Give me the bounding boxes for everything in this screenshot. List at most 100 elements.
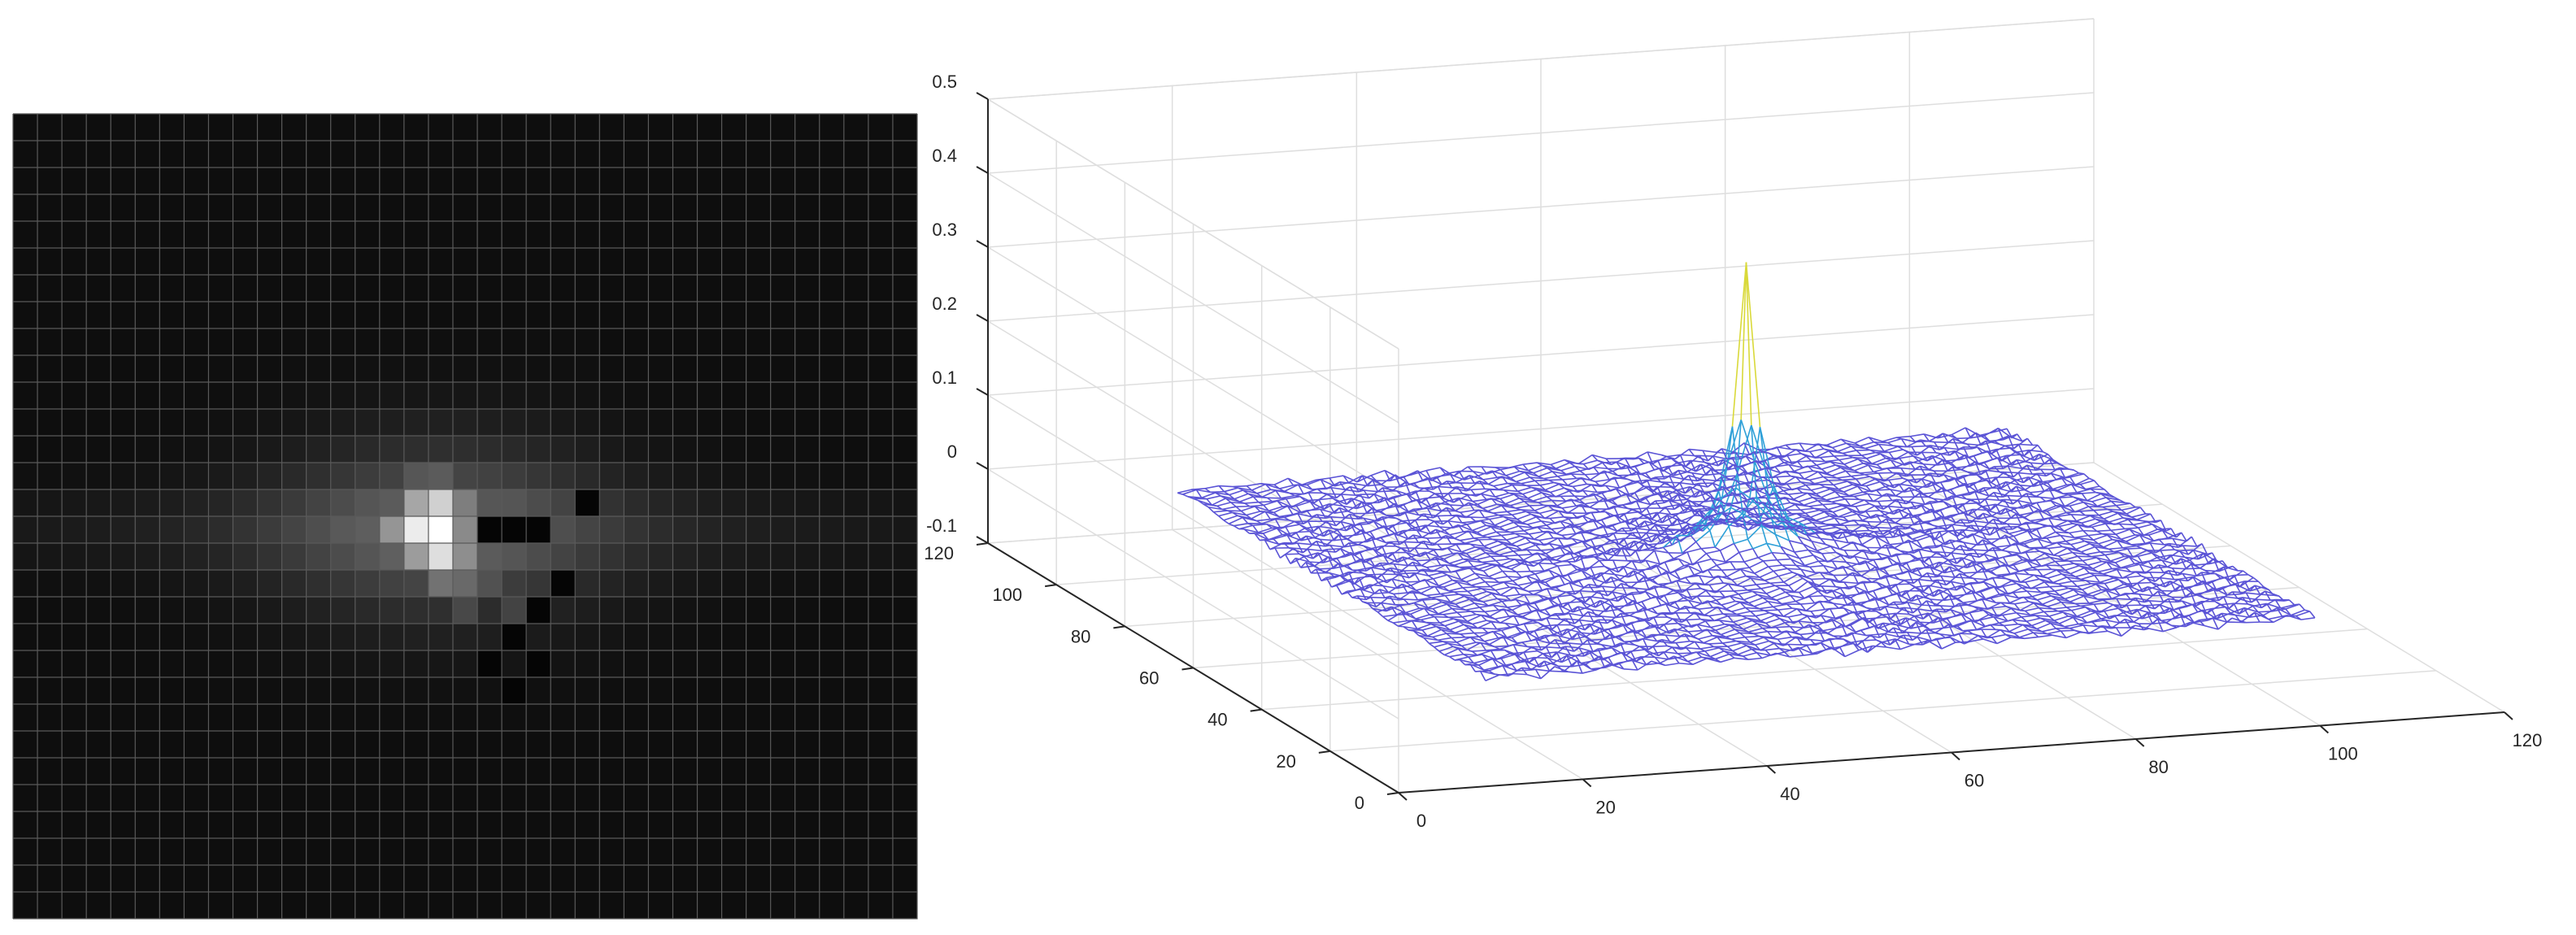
mesh-line <box>2014 601 2029 605</box>
mesh-line <box>1885 575 1900 581</box>
heatmap-cell <box>135 811 160 839</box>
heatmap-cell <box>13 811 38 839</box>
heatmap-cell <box>843 114 869 141</box>
heatmap-cell <box>379 597 405 624</box>
mesh-line <box>2147 585 2162 592</box>
heatmap-cell <box>526 892 551 920</box>
mesh-line <box>1665 571 1681 581</box>
mesh-line <box>1955 641 1969 643</box>
mesh-line <box>1277 528 1291 537</box>
mesh-line <box>2184 556 2199 560</box>
heatmap-cell <box>208 141 233 168</box>
mesh-line <box>1581 601 1596 608</box>
heatmap-cell <box>86 355 111 383</box>
mesh-line <box>1766 542 1781 548</box>
mesh-line <box>1787 515 1803 522</box>
heatmap-cell <box>697 302 723 329</box>
heatmap-cell <box>843 892 869 920</box>
heatmap-cell <box>502 114 527 141</box>
heatmap-cell <box>794 382 820 410</box>
mesh-line <box>1952 620 1967 628</box>
heatmap-cell <box>62 650 87 678</box>
heatmap-cell <box>233 892 259 920</box>
heatmap-cell <box>208 328 233 356</box>
mesh-line <box>1689 448 1704 452</box>
heatmap-cell <box>208 677 233 705</box>
heatmap-dark-cell <box>550 570 576 598</box>
mesh-line <box>1823 476 1838 479</box>
heatmap-cell <box>721 436 747 463</box>
mesh-line <box>1793 581 1808 593</box>
heatmap-cell <box>159 221 185 249</box>
heatmap-dark-cell <box>502 677 527 705</box>
heatmap-cell <box>819 302 845 329</box>
mesh-line <box>2064 623 2079 628</box>
mesh-line <box>2087 560 2102 566</box>
heatmap-cell <box>184 302 209 329</box>
mesh-line <box>1569 582 1584 589</box>
mesh-line <box>1536 609 1551 617</box>
heatmap-cell <box>868 382 894 410</box>
heatmap-cell <box>403 248 429 276</box>
heatmap-dark-cell <box>575 489 600 517</box>
heatmap-cell <box>672 785 698 812</box>
heatmap-cell <box>13 704 38 732</box>
heatmap-cell <box>428 302 454 329</box>
heatmap-cell <box>257 758 283 785</box>
heatmap-cell <box>37 597 63 624</box>
mesh-line <box>1840 438 1856 444</box>
heatmap-cell <box>550 785 576 812</box>
heatmap-cell <box>746 194 772 222</box>
heatmap-cell <box>184 221 209 249</box>
mesh-line <box>1776 625 1791 628</box>
heatmap-cell <box>306 489 332 517</box>
mesh-line <box>1577 454 1593 465</box>
mesh-line <box>1472 650 1486 652</box>
heatmap-cell <box>550 677 576 705</box>
mesh-line <box>2295 611 2310 617</box>
heatmap-cell <box>86 624 111 651</box>
heatmap-cell <box>575 650 600 678</box>
mesh-line <box>1799 632 1815 636</box>
mesh-line <box>2115 528 2130 536</box>
mesh-line <box>1843 581 1858 585</box>
heatmap-cell <box>86 489 111 517</box>
mesh-line <box>1845 470 1860 474</box>
heatmap-cell <box>135 516 160 544</box>
mesh-line <box>1503 515 1517 520</box>
heatmap-cell <box>770 194 796 222</box>
heatmap-cell <box>477 704 503 732</box>
mesh-line <box>1821 517 1835 524</box>
heatmap-cell <box>672 811 698 839</box>
mesh-line <box>1480 576 1495 580</box>
heatmap-cell <box>770 275 796 302</box>
mesh-line <box>1208 507 1214 513</box>
mesh-line <box>1466 548 1481 554</box>
mesh-line <box>1952 495 1967 500</box>
heatmap-cell <box>624 516 649 544</box>
heatmap-cell <box>355 489 381 517</box>
heatmap-cell <box>794 141 820 168</box>
heatmap-cell <box>184 865 209 893</box>
mesh-line <box>2133 521 2147 526</box>
heatmap-cell <box>111 677 136 705</box>
mesh-line <box>2003 582 2017 588</box>
heatmap-cell <box>37 865 63 893</box>
mesh-line <box>2245 621 2260 624</box>
mesh-line <box>1516 541 1531 547</box>
mesh-line <box>1738 548 1753 554</box>
heatmap-cell <box>843 248 869 276</box>
mesh-line <box>1732 645 1747 652</box>
mesh-line <box>2104 512 2118 520</box>
mesh-line <box>1464 663 1471 666</box>
heatmap-cell <box>62 516 87 544</box>
mesh-line <box>1963 541 1978 546</box>
mesh-line <box>2072 551 2086 555</box>
mesh-line <box>2151 581 2166 588</box>
heatmap-cell <box>892 409 918 437</box>
heatmap-cell <box>233 114 259 141</box>
heatmap-cell <box>599 141 624 168</box>
mesh-line <box>1506 535 1521 541</box>
heatmap-cell <box>526 838 551 866</box>
heatmap-cell <box>37 382 63 410</box>
